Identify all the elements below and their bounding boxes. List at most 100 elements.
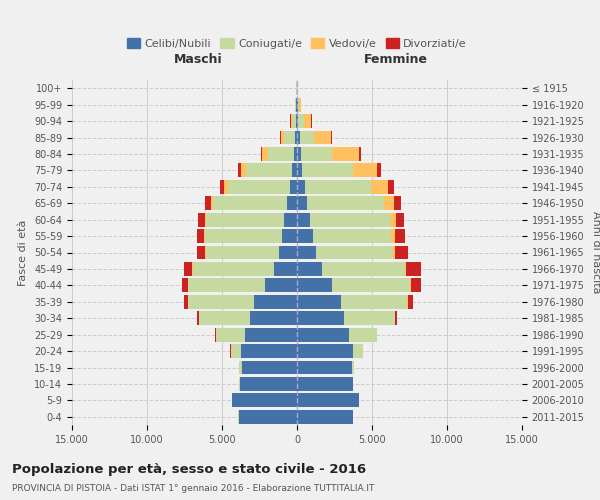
Bar [299, 98, 301, 112]
Bar [316, 246, 392, 260]
Bar [353, 164, 377, 177]
Bar [391, 229, 395, 243]
Bar [292, 114, 296, 128]
Bar [302, 164, 353, 177]
Bar [188, 278, 265, 292]
Bar [198, 212, 205, 226]
Bar [215, 328, 216, 342]
Text: PROVINCIA DI PISTOIA - Dati ISTAT 1° gennaio 2016 - Elaborazione TUTTITALIA.IT: PROVINCIA DI PISTOIA - Dati ISTAT 1° gen… [12, 484, 374, 493]
Bar [297, 147, 301, 161]
Bar [353, 344, 362, 358]
Bar [199, 311, 250, 325]
Bar [250, 311, 297, 325]
Bar [297, 328, 349, 342]
Bar [395, 229, 405, 243]
Bar [229, 180, 290, 194]
Bar [254, 295, 297, 309]
Bar [297, 98, 298, 112]
Bar [297, 377, 353, 391]
Bar [297, 180, 305, 194]
Bar [349, 328, 377, 342]
Text: Popolazione per età, sesso e stato civile - 2016: Popolazione per età, sesso e stato civil… [12, 462, 366, 475]
Bar [297, 394, 359, 407]
Bar [322, 262, 404, 276]
Bar [305, 180, 371, 194]
Bar [241, 344, 297, 358]
Bar [242, 360, 297, 374]
Bar [377, 164, 381, 177]
Bar [182, 278, 188, 292]
Bar [297, 262, 322, 276]
Bar [297, 246, 316, 260]
Bar [390, 212, 395, 226]
Bar [297, 114, 298, 128]
Bar [296, 114, 297, 128]
Bar [193, 262, 274, 276]
Bar [301, 147, 332, 161]
Bar [394, 196, 401, 210]
Bar [284, 130, 295, 144]
Bar [313, 229, 391, 243]
Y-axis label: Anni di nascita: Anni di nascita [591, 211, 600, 294]
Bar [344, 311, 395, 325]
Bar [297, 196, 307, 210]
Text: Maschi: Maschi [173, 53, 223, 66]
Bar [239, 377, 240, 391]
Bar [407, 295, 413, 309]
Bar [298, 98, 299, 112]
Text: Femmine: Femmine [364, 53, 428, 66]
Bar [216, 328, 245, 342]
Bar [281, 130, 284, 144]
Bar [205, 212, 206, 226]
Bar [262, 147, 268, 161]
Bar [307, 196, 384, 210]
Bar [245, 328, 297, 342]
Bar [392, 246, 395, 260]
Bar [411, 278, 421, 292]
Bar [239, 410, 297, 424]
Bar [359, 147, 361, 161]
Bar [371, 180, 388, 194]
Bar [297, 278, 332, 292]
Bar [214, 196, 287, 210]
Bar [296, 98, 297, 112]
Bar [241, 164, 245, 177]
Bar [295, 130, 297, 144]
Bar [184, 295, 188, 309]
Bar [240, 377, 297, 391]
Bar [331, 130, 332, 144]
Bar [206, 212, 284, 226]
Bar [265, 278, 297, 292]
Bar [220, 180, 224, 194]
Bar [287, 196, 297, 210]
Bar [297, 164, 302, 177]
Bar [332, 147, 359, 161]
Bar [211, 196, 214, 210]
Bar [297, 311, 344, 325]
Bar [395, 311, 397, 325]
Bar [295, 98, 296, 112]
Bar [310, 212, 390, 226]
Bar [284, 212, 297, 226]
Bar [238, 164, 241, 177]
Bar [384, 196, 394, 210]
Bar [184, 262, 193, 276]
Bar [388, 180, 394, 194]
Bar [239, 360, 242, 374]
Bar [352, 360, 354, 374]
Bar [297, 360, 352, 374]
Bar [197, 229, 205, 243]
Bar [268, 147, 293, 161]
Bar [245, 164, 292, 177]
Bar [297, 295, 341, 309]
Bar [232, 394, 297, 407]
Legend: Celibi/Nubili, Coniugati/e, Vedovi/e, Divorziati/e: Celibi/Nubili, Coniugati/e, Vedovi/e, Di… [122, 34, 472, 54]
Bar [332, 278, 410, 292]
Bar [314, 130, 331, 144]
Bar [297, 212, 310, 226]
Bar [406, 262, 421, 276]
Bar [290, 114, 292, 128]
Bar [297, 130, 299, 144]
Bar [297, 229, 313, 243]
Bar [230, 344, 241, 358]
